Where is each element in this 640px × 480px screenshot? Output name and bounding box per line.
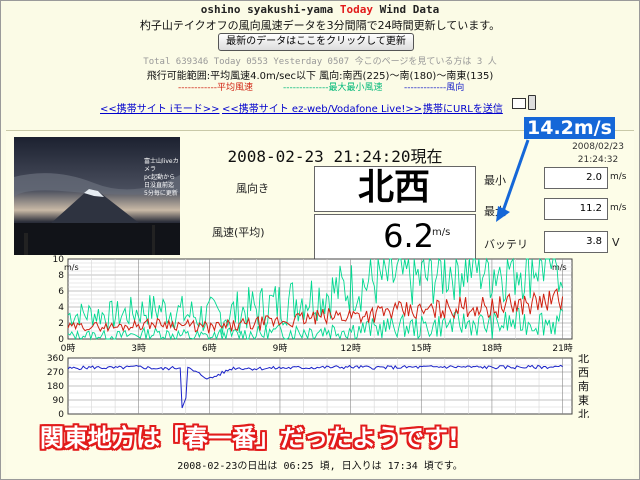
legend-max-min: --------------最大最小風速 xyxy=(283,83,383,93)
series-avg xyxy=(67,287,564,334)
current-datetime: 2008-02-23 21:24:20現在 xyxy=(227,147,443,166)
min-label: 最小 xyxy=(484,174,506,187)
callout-arrow-icon xyxy=(496,139,530,222)
page-title: oshino syakushi-yama Today Wind Data xyxy=(0,3,640,16)
legend-avg: ------------平均風速 xyxy=(178,83,253,93)
title-suffix: Wind Data xyxy=(379,3,440,16)
mobile-links: <<携帯サイト iモード>> <<携帯サイト ez-web/Vodafone L… xyxy=(0,100,640,115)
mountain-photo xyxy=(14,137,180,255)
legend-direction: -------------風向 xyxy=(404,83,465,93)
direction-box xyxy=(314,166,476,212)
sunrise-sunset: 2008-02-23の日出は 06:25 頃, 日入りは 17:34 頃です。 xyxy=(177,461,463,472)
min-box xyxy=(544,167,608,189)
x-tick-label: 9時 xyxy=(273,343,288,354)
y-tick-label: 8 xyxy=(58,271,64,281)
x-tick-label: 18時 xyxy=(482,343,502,354)
max-box xyxy=(544,198,608,220)
battery-value: 3.8 xyxy=(586,236,602,247)
x-tick-label: 3時 xyxy=(131,343,146,354)
x-tick-label: 21時 xyxy=(552,343,572,354)
battery-unit: V xyxy=(612,236,620,249)
headline-banner: 関東地方は「春一番」だったようです! xyxy=(40,424,459,452)
mail-icon[interactable] xyxy=(512,98,526,109)
x-tick-label: 15時 xyxy=(411,343,431,354)
caption-line: 富士山liveカメラ xyxy=(144,158,179,173)
y-tick-label: 6 xyxy=(58,287,64,297)
direction-tick-label: 北 xyxy=(578,354,589,365)
phone-icon xyxy=(528,95,536,110)
x-tick-label: 12時 xyxy=(340,343,360,354)
y-tick-label: 180 xyxy=(47,382,64,392)
direction-tick-label: 東 xyxy=(578,394,589,407)
min-unit: m/s xyxy=(610,172,627,182)
y-tick-label: 270 xyxy=(47,368,64,378)
y-tick-label: 0 xyxy=(58,410,64,418)
max-value: 11.2 xyxy=(579,203,602,214)
x-tick-label: 0時 xyxy=(61,343,76,354)
series-max xyxy=(67,257,564,335)
min-value: 2.0 xyxy=(586,172,602,183)
updated-time: 21:24:32 xyxy=(577,155,619,165)
title-today: Today xyxy=(339,3,373,16)
flight-condition: 飛行可能範囲:平均風速4.0m/sec以下 風向:南西(225)～南(180)～… xyxy=(146,71,494,82)
page-subtitle: 杓子山テイクオフの風向風速データを3分間隔で24時間更新しています。 xyxy=(139,19,501,32)
title-prefix: oshino syakushi-yama xyxy=(200,3,334,16)
peak-callout: 14.2m/s xyxy=(524,117,615,139)
caption-line: 日没直前迄 xyxy=(144,182,175,189)
series-min xyxy=(67,306,563,341)
battery-label: バッテリ xyxy=(484,238,528,251)
link-ezweb[interactable]: <<携帯サイト ez-web/Vodafone Live!>> xyxy=(222,104,423,115)
access-counter: Total 639346 Today 0553 Yesterday 0507 今… xyxy=(143,57,497,67)
y-tick-label: 0 xyxy=(58,335,64,345)
y-axis-label: m/s xyxy=(552,263,567,272)
updated-date: 2008/02/23 xyxy=(572,142,624,152)
speed-unit: m/s xyxy=(432,227,451,238)
battery-box xyxy=(544,231,608,253)
photo-caption: 富士山liveカメラ pc起動から 日没直前迄 5分毎に更新 xyxy=(144,158,180,198)
wind-speed-chart: 10 8 6 4 2 0 m/s m/s 0時 3時 6時 9時 12時 15時 18時 21時 xyxy=(53,255,573,354)
direction-tick-label: 北 xyxy=(578,408,589,418)
caption-line: pc起動から xyxy=(144,174,176,181)
speed-value: 6.2 xyxy=(383,217,434,255)
chart-legend: ------------平均風速 --------------最大最小風速 --… xyxy=(178,80,508,93)
max-unit: m/s xyxy=(610,203,627,213)
direction-tick-label: 西 xyxy=(578,366,589,379)
x-tick-label: 6時 xyxy=(202,343,217,354)
y-tick-label: 10 xyxy=(53,255,65,265)
speed-label: 風速(平均) xyxy=(212,226,265,239)
direction-label: 風向き xyxy=(236,182,269,195)
link-send-url[interactable]: 携帯にURLを送信 xyxy=(423,104,503,115)
direction-value: 北西 xyxy=(357,167,430,208)
caption-line: 5分毎に更新 xyxy=(144,190,178,197)
y-tick-label: 4 xyxy=(58,303,64,313)
y-axis-label: m/s xyxy=(64,263,79,272)
link-imode[interactable]: <<携帯サイト iモード>> xyxy=(100,104,220,115)
y-tick-label: 90 xyxy=(53,396,65,406)
y-tick-label: 2 xyxy=(58,319,64,329)
series-direction xyxy=(67,364,563,409)
y-tick-label: 360 xyxy=(47,354,64,364)
refresh-button[interactable]: 最新のデータはここをクリックして更新 xyxy=(218,33,414,51)
live-camera-image[interactable]: 富士山liveカメラ pc起動から 日没直前迄 5分毎に更新 xyxy=(14,137,180,255)
direction-tick-label: 南 xyxy=(578,380,589,393)
last-updated: 2008/02/23 21:24:32 xyxy=(566,141,630,167)
